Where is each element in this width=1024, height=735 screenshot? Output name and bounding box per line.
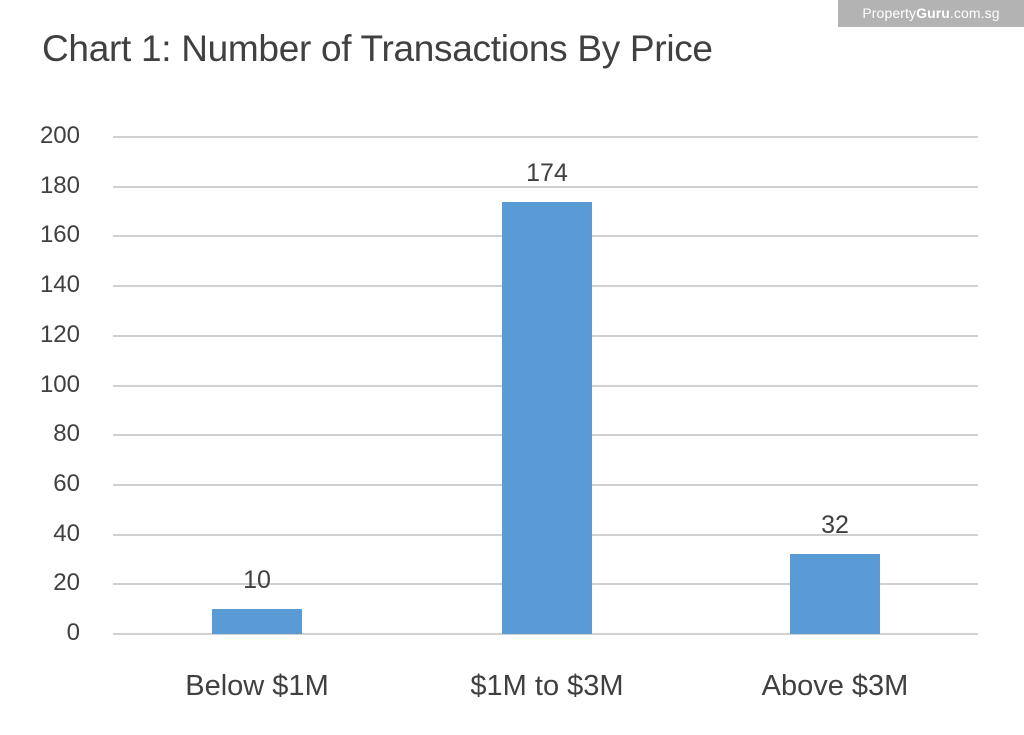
- watermark-brand-light: Property: [862, 5, 917, 21]
- chart-title: Chart 1: Number of Transactions By Price: [42, 28, 713, 69]
- gridline: [113, 633, 978, 635]
- y-axis-tick-label: 180: [39, 171, 80, 199]
- y-axis-tick-label: 80: [53, 420, 80, 448]
- bar-data-label: 32: [821, 511, 849, 540]
- y-axis-tick-label: 100: [39, 370, 80, 398]
- y-axis-tick-label: 20: [53, 569, 80, 597]
- bar: [790, 554, 880, 634]
- bar-data-label: 10: [243, 566, 271, 595]
- gridline: [113, 185, 978, 188]
- y-axis-tick-label: 60: [53, 469, 80, 497]
- x-axis-category-label: Below $1M: [185, 670, 329, 702]
- y-axis-tick-label: 140: [39, 271, 80, 299]
- bar-data-label: 174: [526, 158, 568, 187]
- propertyguru-watermark: PropertyGuru.com.sg: [838, 0, 1024, 27]
- watermark-domain: .com.sg: [949, 5, 1000, 21]
- x-axis-category-label: $1M to $3M: [470, 670, 624, 702]
- x-axis-category-label: Above $3M: [761, 670, 909, 702]
- gridline: [113, 136, 978, 138]
- y-axis-tick-label: 120: [39, 320, 80, 348]
- y-axis-tick-label: 160: [39, 221, 80, 249]
- bar: [502, 201, 592, 634]
- y-axis-tick-label: 0: [66, 619, 80, 646]
- y-axis-tick-label: 200: [39, 122, 80, 149]
- y-axis-tick-label: 40: [53, 519, 80, 547]
- watermark-brand-bold: Guru: [916, 5, 950, 21]
- bar: [212, 609, 302, 634]
